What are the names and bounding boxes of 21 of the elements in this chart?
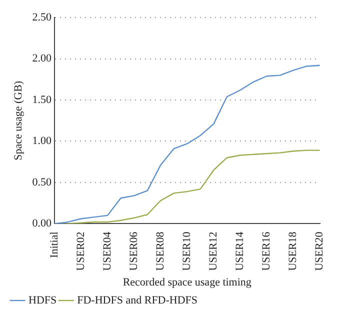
x-tick-label: USER10	[181, 231, 194, 271]
x-tick-label: USER16	[260, 231, 273, 271]
x-axis-title: Recorded space usage timing	[122, 276, 252, 288]
y-tick-label: 1.00	[32, 135, 52, 148]
x-tick-label: USER14	[234, 231, 246, 271]
y-tick-label: 0.00	[32, 218, 52, 230]
x-tick-label: USER04	[101, 231, 114, 271]
y-tick-label: 2.50	[32, 11, 52, 24]
y-tick-label: 2.00	[32, 52, 52, 65]
x-tick-label: USER18	[287, 231, 300, 271]
y-tick-label: 1.50	[32, 94, 52, 106]
y-tick-label: 0.50	[32, 176, 52, 188]
x-tick-label: USER12	[208, 232, 220, 271]
legend-label: FD-HDFS and RFD-HDFS	[77, 294, 198, 306]
legend-label: HDFS	[28, 294, 57, 306]
x-tick-label: USER06	[128, 231, 140, 271]
y-axis-title: Space usage (GB)	[12, 80, 24, 160]
x-tick-label: Initial	[48, 232, 60, 258]
x-tick-label: USER20	[314, 231, 326, 271]
x-tick-label: USER08	[154, 231, 166, 271]
x-tick-label: USER02	[74, 232, 87, 271]
